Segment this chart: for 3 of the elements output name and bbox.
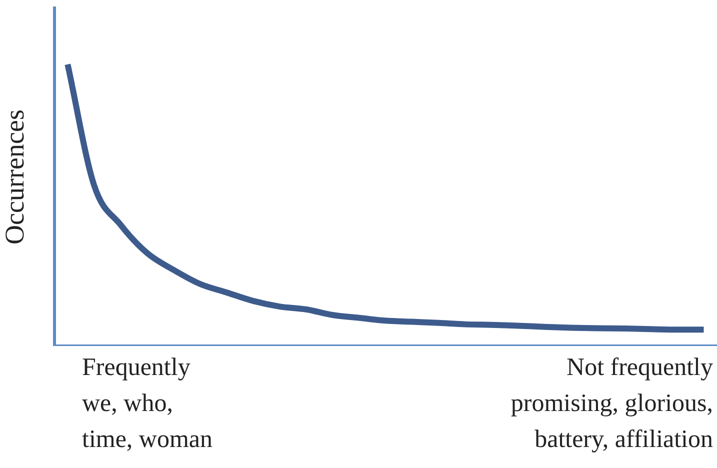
- text: Frequently we, who, time, woman: [82, 353, 213, 455]
- y-axis-title: Occurrences: [0, 110, 30, 244]
- text: Not frequently promising, glorious, battery, affiliation: [510, 353, 713, 455]
